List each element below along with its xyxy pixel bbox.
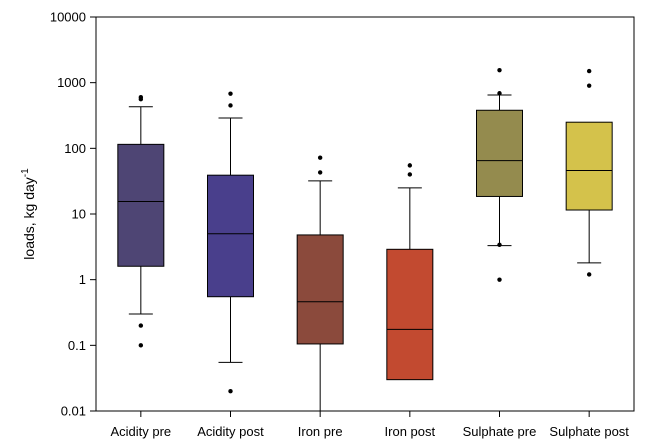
x-category-label: Iron pre bbox=[298, 424, 343, 439]
box-body bbox=[117, 143, 165, 267]
y-axis-title: loads, kg day-1 bbox=[20, 168, 37, 260]
box-body bbox=[296, 234, 344, 345]
y-tick-label: 1000 bbox=[57, 75, 86, 90]
box-body bbox=[476, 109, 523, 197]
outlier-point bbox=[407, 163, 413, 168]
outlier-point bbox=[138, 95, 144, 100]
outlier-point bbox=[228, 389, 233, 394]
y-tick-label: 100 bbox=[64, 141, 86, 156]
outlier-point bbox=[497, 242, 502, 247]
outlier-point bbox=[497, 91, 502, 96]
y-tick-label: 10000 bbox=[50, 10, 86, 25]
box-body bbox=[207, 174, 254, 298]
y-tick-label: 1 bbox=[79, 272, 86, 287]
outlier-point bbox=[228, 91, 233, 96]
x-category-label: Sulphate pre bbox=[463, 424, 537, 439]
x-axis-labels: Acidity pre Acidity post Iron pre Iron post… bbox=[110, 411, 629, 439]
outlier-point bbox=[138, 343, 144, 348]
outlier-point bbox=[228, 103, 233, 108]
box-iron-pre bbox=[296, 155, 344, 411]
boxes-group bbox=[117, 67, 613, 411]
y-axis-title-main: loads, kg day bbox=[21, 177, 37, 260]
box-acidity-post bbox=[207, 91, 254, 394]
box-iron-post bbox=[386, 163, 434, 381]
box-acidity-pre bbox=[117, 95, 165, 348]
y-tick-label: 10 bbox=[72, 207, 86, 222]
box-sulphate-post bbox=[565, 68, 613, 277]
outlier-point bbox=[407, 172, 413, 177]
outlier-point bbox=[317, 170, 323, 175]
outlier-point bbox=[317, 155, 323, 160]
outlier-point bbox=[586, 272, 592, 277]
box-body bbox=[565, 121, 613, 211]
outlier-point bbox=[497, 277, 502, 282]
y-tick-label: 0.01 bbox=[61, 404, 86, 419]
plot-frame bbox=[95, 16, 635, 412]
x-category-label: Sulphate post bbox=[549, 424, 629, 439]
x-category-label: Acidity post bbox=[197, 424, 264, 439]
outlier-point bbox=[586, 68, 592, 74]
x-category-label: Acidity pre bbox=[110, 424, 171, 439]
y-tick-label: 0.1 bbox=[68, 338, 86, 353]
y-axis-ticks: 0.01 0.1 1 10 100 1000 10000 bbox=[50, 10, 96, 419]
box-sulphate-pre bbox=[476, 67, 523, 282]
box-body bbox=[386, 248, 434, 381]
y-axis-title-superscript: -1 bbox=[20, 168, 31, 177]
outlier-point bbox=[586, 83, 592, 88]
outlier-point bbox=[497, 67, 502, 73]
outlier-point bbox=[138, 323, 144, 328]
x-category-label: Iron post bbox=[385, 424, 436, 439]
